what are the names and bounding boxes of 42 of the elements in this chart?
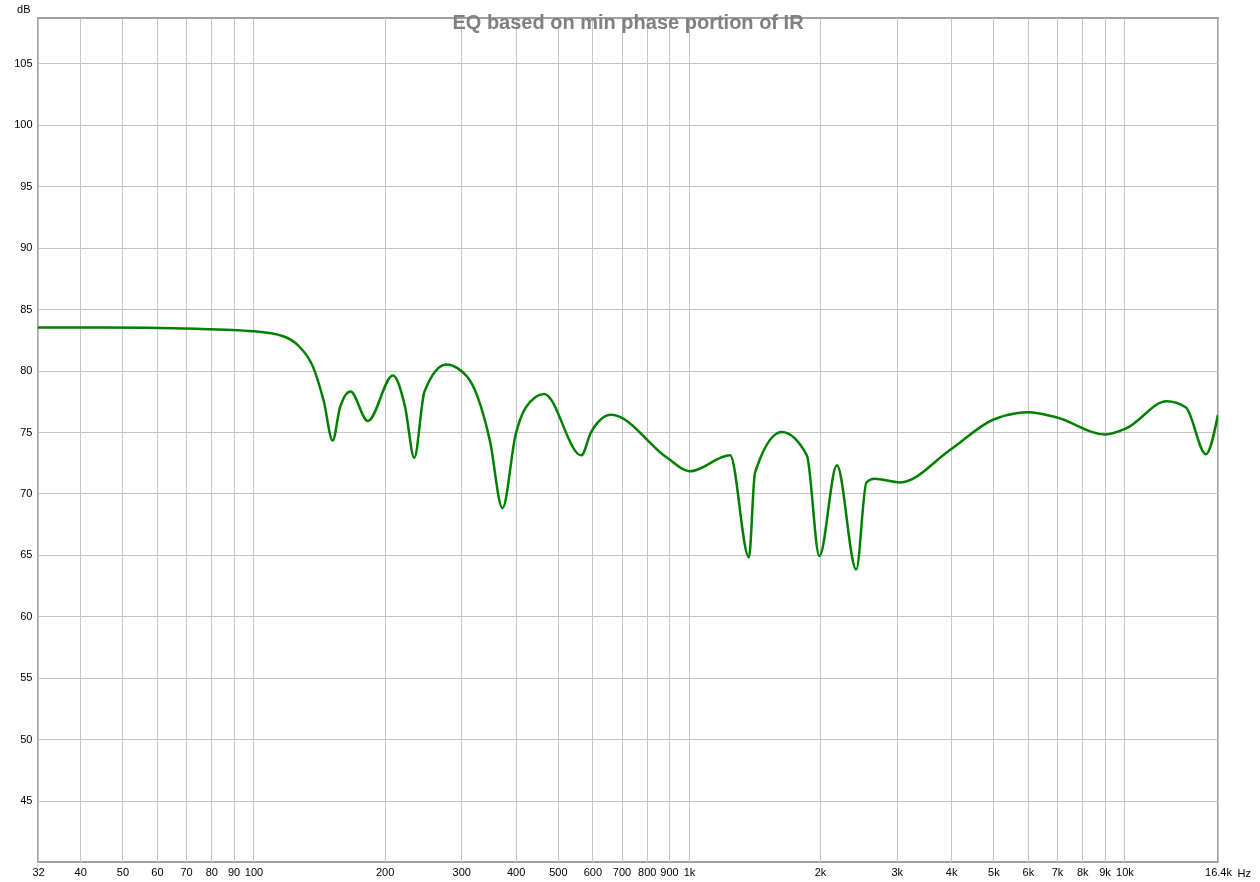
x-tick-label: 600	[583, 865, 603, 878]
y-tick-label: 65	[20, 548, 33, 561]
x-tick-label: 80	[205, 865, 218, 878]
x-tick-label: 8k	[1076, 865, 1090, 878]
x-tick-label: 50	[116, 865, 130, 878]
x-tick-label: 100	[244, 865, 264, 878]
x-tick-label: 7k	[1051, 865, 1064, 878]
x-tick-label: 16.4k	[1205, 865, 1233, 878]
x-tick-label: 800	[638, 865, 657, 878]
x-tick-label: 9k	[1099, 865, 1112, 878]
x-tick-label: 6k	[1022, 865, 1035, 878]
x-tick-label: 3k	[891, 865, 904, 878]
x-tick-label: 4k	[945, 865, 958, 878]
x-tick-label: 200	[375, 865, 395, 878]
x-tick-label: 60	[151, 865, 164, 878]
x-tick-label: 400	[507, 865, 526, 878]
x-tick-label: 40	[74, 865, 87, 878]
y-tick-label: 100	[14, 118, 33, 131]
y-tick-label: 105	[14, 56, 33, 69]
x-tick-label: 300	[452, 865, 471, 878]
x-axis-title: Hz	[1237, 866, 1251, 879]
y-tick-label: 90	[20, 241, 33, 254]
x-tick-label: 70	[180, 865, 193, 878]
x-tick-label: 5k	[988, 865, 1001, 878]
x-tick-label: 90	[227, 865, 241, 878]
x-tick-label: 2k	[814, 865, 827, 878]
x-tick-label: 500	[549, 865, 568, 878]
y-tick-label: 95	[20, 179, 33, 192]
y-tick-label: 50	[20, 732, 33, 745]
x-tick-label: 700	[612, 865, 632, 878]
y-tick-label: 55	[20, 671, 33, 684]
y-tick-label: 85	[20, 302, 33, 315]
x-tick-label: 1k	[683, 865, 696, 878]
y-tick-label: 60	[20, 609, 33, 622]
y-tick-label: 80	[20, 364, 33, 377]
x-tick-label: 10k	[1116, 865, 1135, 878]
y-tick-label: 75	[20, 425, 33, 438]
y-tick-label: 45	[20, 794, 33, 807]
x-tick-label: 900	[660, 865, 679, 878]
x-tick-label: 32	[32, 865, 45, 878]
y-tick-label: 70	[20, 486, 33, 499]
y-axis-title: dB	[17, 2, 31, 15]
